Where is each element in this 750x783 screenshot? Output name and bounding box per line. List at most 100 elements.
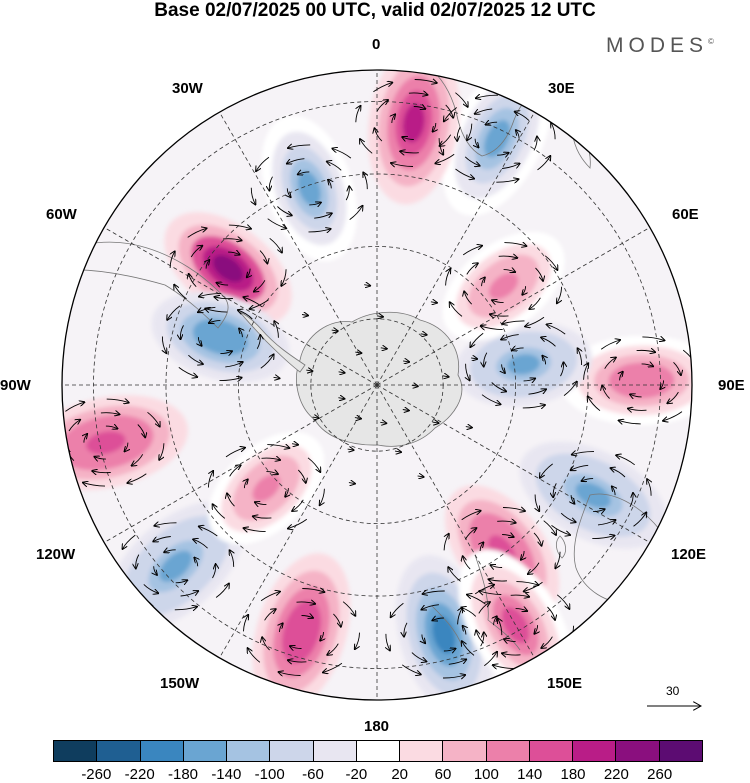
colorbar-swatch (400, 740, 444, 762)
wind-arrow (288, 518, 308, 528)
label-lon-120e: 120E (671, 546, 707, 563)
colorbar-swatch (227, 740, 271, 762)
wind-arrow-small (411, 385, 418, 386)
wind-arrow (510, 595, 530, 597)
colorbar-tick: 180 (560, 766, 586, 783)
meridian (219, 384, 378, 658)
wind-arrow-small (347, 449, 354, 450)
wind-arrow (376, 100, 388, 112)
wind-arrow (529, 297, 541, 309)
wind-arrow (302, 589, 324, 593)
wind-arrow (432, 618, 444, 620)
wind-arrow (616, 455, 635, 466)
colorbar-swatch (616, 740, 660, 762)
wind-arrow (308, 229, 331, 232)
wind-arrow (363, 173, 367, 190)
wind-arrow-small (420, 334, 427, 335)
wind-arrow (262, 637, 270, 651)
wind-arrow (544, 255, 557, 270)
wind-arrow (267, 445, 289, 449)
colorbar-swatch (659, 740, 703, 762)
colorbar-tick: 20 (391, 766, 408, 783)
wind-arrow (105, 426, 118, 429)
wind-arrow (297, 469, 306, 483)
wind-arrow (597, 520, 616, 526)
wind-arrow-small (471, 358, 477, 359)
wind-arrow (515, 112, 530, 121)
colorbar-tick: 220 (603, 766, 629, 783)
wind-arrow (248, 648, 261, 663)
wind-arrow (217, 283, 229, 285)
wind-arrow (497, 153, 509, 155)
wind-arrow (260, 354, 274, 369)
wind-arrow (611, 468, 626, 478)
wind-arrow (504, 243, 526, 247)
wind-arrow (193, 539, 208, 549)
wind-arrow (205, 309, 228, 313)
wind-arrow (198, 337, 201, 346)
modes-logo: MODES© (606, 34, 714, 58)
wind-arrow (491, 382, 506, 392)
wind-arrow (502, 653, 521, 655)
wind-arrow (83, 483, 106, 487)
wind-arrow (225, 448, 245, 458)
colorbar-tick: -140 (211, 766, 242, 783)
wind-arrow (462, 641, 475, 656)
wind-arrow (106, 399, 129, 403)
wind-arrow (323, 662, 343, 672)
wind-arrow (450, 302, 463, 317)
wind-arrow (180, 591, 199, 597)
wind-arrow (484, 652, 497, 667)
wind-arrow (553, 483, 557, 497)
wind-arrow (481, 326, 503, 330)
wind-arrow (269, 176, 273, 191)
wind-arrow (228, 252, 240, 255)
colorbar-swatch (140, 740, 184, 762)
anomaly-ring (507, 354, 541, 375)
anomaly-pos-south-australia (442, 231, 565, 341)
wind-arrow (463, 556, 471, 570)
wind-arrow (48, 426, 53, 443)
colorbar-tick: 100 (473, 766, 499, 783)
wind-arrow (478, 602, 490, 614)
colorbar-tick: 60 (434, 766, 452, 783)
wind-arrow-small (430, 302, 437, 303)
wind-arrow (578, 348, 582, 366)
wind-arrow (489, 579, 508, 581)
meridian (104, 384, 378, 543)
wind-arrow (619, 420, 641, 424)
wind-arrow (435, 153, 455, 163)
colorbar-swatch (97, 740, 141, 762)
wind-arrow (355, 632, 360, 650)
wind-arrow (84, 434, 87, 443)
wind-arrow (476, 630, 485, 644)
wind-arrow (592, 536, 614, 539)
anomaly-ring (484, 120, 511, 158)
wind-arrow (543, 520, 556, 535)
wind-arrow (328, 180, 331, 189)
wind-arrow (220, 351, 232, 353)
wind-arrow (563, 382, 577, 396)
wind-arrow (525, 316, 545, 326)
wind-arrow (462, 246, 482, 256)
label-lon-120w: 120W (36, 546, 76, 563)
wind-arrow (227, 493, 235, 507)
wind-arrow (375, 128, 383, 142)
wind-arrow (647, 479, 651, 496)
wind-arrow (292, 499, 304, 511)
wind-arrow-small (354, 418, 361, 419)
wind-arrow (223, 239, 242, 241)
label-lon-0: 0 (372, 36, 381, 53)
wind-arrow (582, 479, 594, 481)
wind-arrow (194, 558, 197, 567)
anomaly-neg-tasmania (442, 70, 552, 216)
wind-arrow-small (348, 483, 355, 484)
wind-arrow (199, 526, 218, 537)
wind-arrow (547, 606, 556, 620)
wind-arrow (244, 480, 247, 489)
wind-arrow (244, 297, 263, 308)
wind-arrow-small (364, 285, 370, 286)
wind-arrow (535, 494, 539, 512)
wind-arrow (445, 269, 451, 286)
wind-arrow (137, 424, 145, 438)
